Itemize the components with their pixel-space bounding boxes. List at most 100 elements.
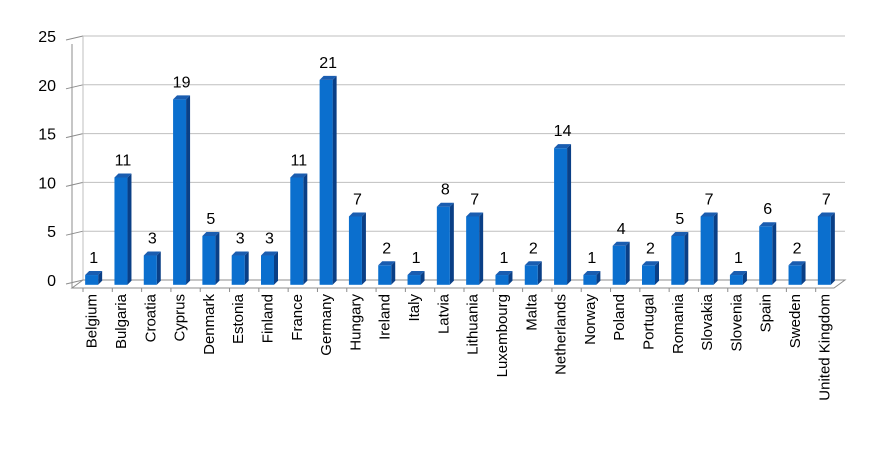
x-tick-label: Hungary (347, 294, 364, 351)
x-tick-label: Luxembourg (494, 294, 511, 377)
x-tick-labels: Belgium Bulgaria Croatia Cyprus Denmark Eston… (84, 293, 834, 400)
bar (759, 222, 777, 285)
bar-side (449, 202, 454, 285)
bar (114, 173, 132, 285)
bar-side (156, 251, 161, 285)
bar-top (319, 75, 337, 80)
bar (348, 212, 366, 285)
bar (729, 271, 747, 285)
bar (788, 261, 806, 285)
bar-side (655, 261, 659, 285)
bar-front (436, 206, 450, 285)
bar-top (85, 271, 103, 276)
data-label: 1 (587, 250, 596, 267)
x-tick-label: Romania (670, 293, 687, 354)
bar-top (466, 212, 484, 217)
bar-front (524, 265, 538, 285)
bar-top (173, 95, 191, 100)
bar (231, 251, 249, 285)
x-tick-label: Italy (406, 294, 423, 322)
y-tick (65, 181, 84, 187)
x-tick-label: Ireland (377, 294, 394, 340)
gridlines (83, 35, 845, 281)
bar-top (700, 212, 718, 217)
bar-front (261, 255, 274, 285)
bar (143, 251, 161, 285)
bar-side (215, 232, 220, 285)
bar-side (361, 212, 366, 285)
bar-side (391, 261, 396, 285)
x-tick-label: Germany (318, 294, 335, 356)
bar-side (742, 271, 747, 285)
bar (642, 261, 659, 285)
data-label: 3 (148, 231, 157, 248)
y-tick-label: 10 (38, 175, 56, 192)
x-tick-label: Croatia (142, 293, 159, 342)
bar (583, 271, 601, 285)
data-label: 3 (265, 231, 274, 248)
bar-top (436, 202, 454, 207)
bar-top (788, 261, 806, 266)
data-label: 7 (705, 191, 714, 208)
bar-side (684, 232, 689, 285)
x-tick-label: Belgium (84, 294, 101, 348)
bars (85, 75, 835, 285)
bar-front (231, 255, 245, 285)
bar (436, 202, 454, 285)
bar-front (143, 255, 157, 285)
bar-side (772, 222, 777, 285)
bar-front (378, 265, 392, 285)
x-tick-label: Netherlands (553, 294, 570, 375)
bar (173, 95, 191, 285)
bar-front (642, 265, 655, 285)
data-label: 1 (734, 250, 743, 267)
data-label: 11 (291, 152, 308, 169)
bar-front (554, 148, 568, 285)
bar (261, 251, 278, 285)
data-label: 1 (89, 250, 98, 267)
data-label: 7 (470, 191, 479, 208)
x-tick-label: United Kingdom (816, 294, 833, 401)
data-label: 19 (173, 74, 191, 91)
bar-front (114, 177, 128, 285)
x-tick-label: Norway (582, 294, 599, 345)
data-label: 1 (412, 250, 421, 267)
bar-front (85, 275, 99, 285)
bar-top (231, 251, 249, 256)
bar (407, 271, 425, 285)
data-label: 7 (822, 191, 831, 208)
bar-front (495, 275, 509, 285)
bar-front (788, 265, 802, 285)
y-tick (65, 133, 84, 139)
x-tick-label: Denmark (201, 294, 218, 355)
data-label: 2 (646, 240, 655, 257)
bar-front (319, 79, 333, 285)
bar-top (495, 271, 513, 276)
bar-top (261, 251, 278, 256)
bar-side (596, 271, 601, 285)
bar-front (348, 216, 362, 285)
bar-side (303, 173, 308, 285)
y-tick-label: 0 (47, 273, 56, 290)
bar-side (567, 144, 572, 285)
bar-front (700, 216, 714, 285)
bar-front (729, 275, 743, 285)
bar-top (671, 232, 689, 236)
bar-top (378, 261, 396, 266)
y-tick (65, 35, 84, 41)
x-tick-label: Latvia (435, 293, 452, 334)
bar-side (713, 212, 718, 285)
bar-top (202, 232, 220, 236)
bar (290, 173, 308, 285)
bar-front (407, 275, 421, 285)
bar-front (671, 236, 685, 285)
data-label: 2 (793, 240, 802, 257)
bar-side (508, 271, 513, 285)
bar-side (127, 173, 132, 285)
x-tick-label: Slovakia (699, 293, 716, 350)
bar-side (98, 271, 103, 285)
bar-top (143, 251, 161, 256)
data-label: 4 (617, 221, 626, 238)
bar (85, 271, 103, 285)
bar (700, 212, 718, 285)
